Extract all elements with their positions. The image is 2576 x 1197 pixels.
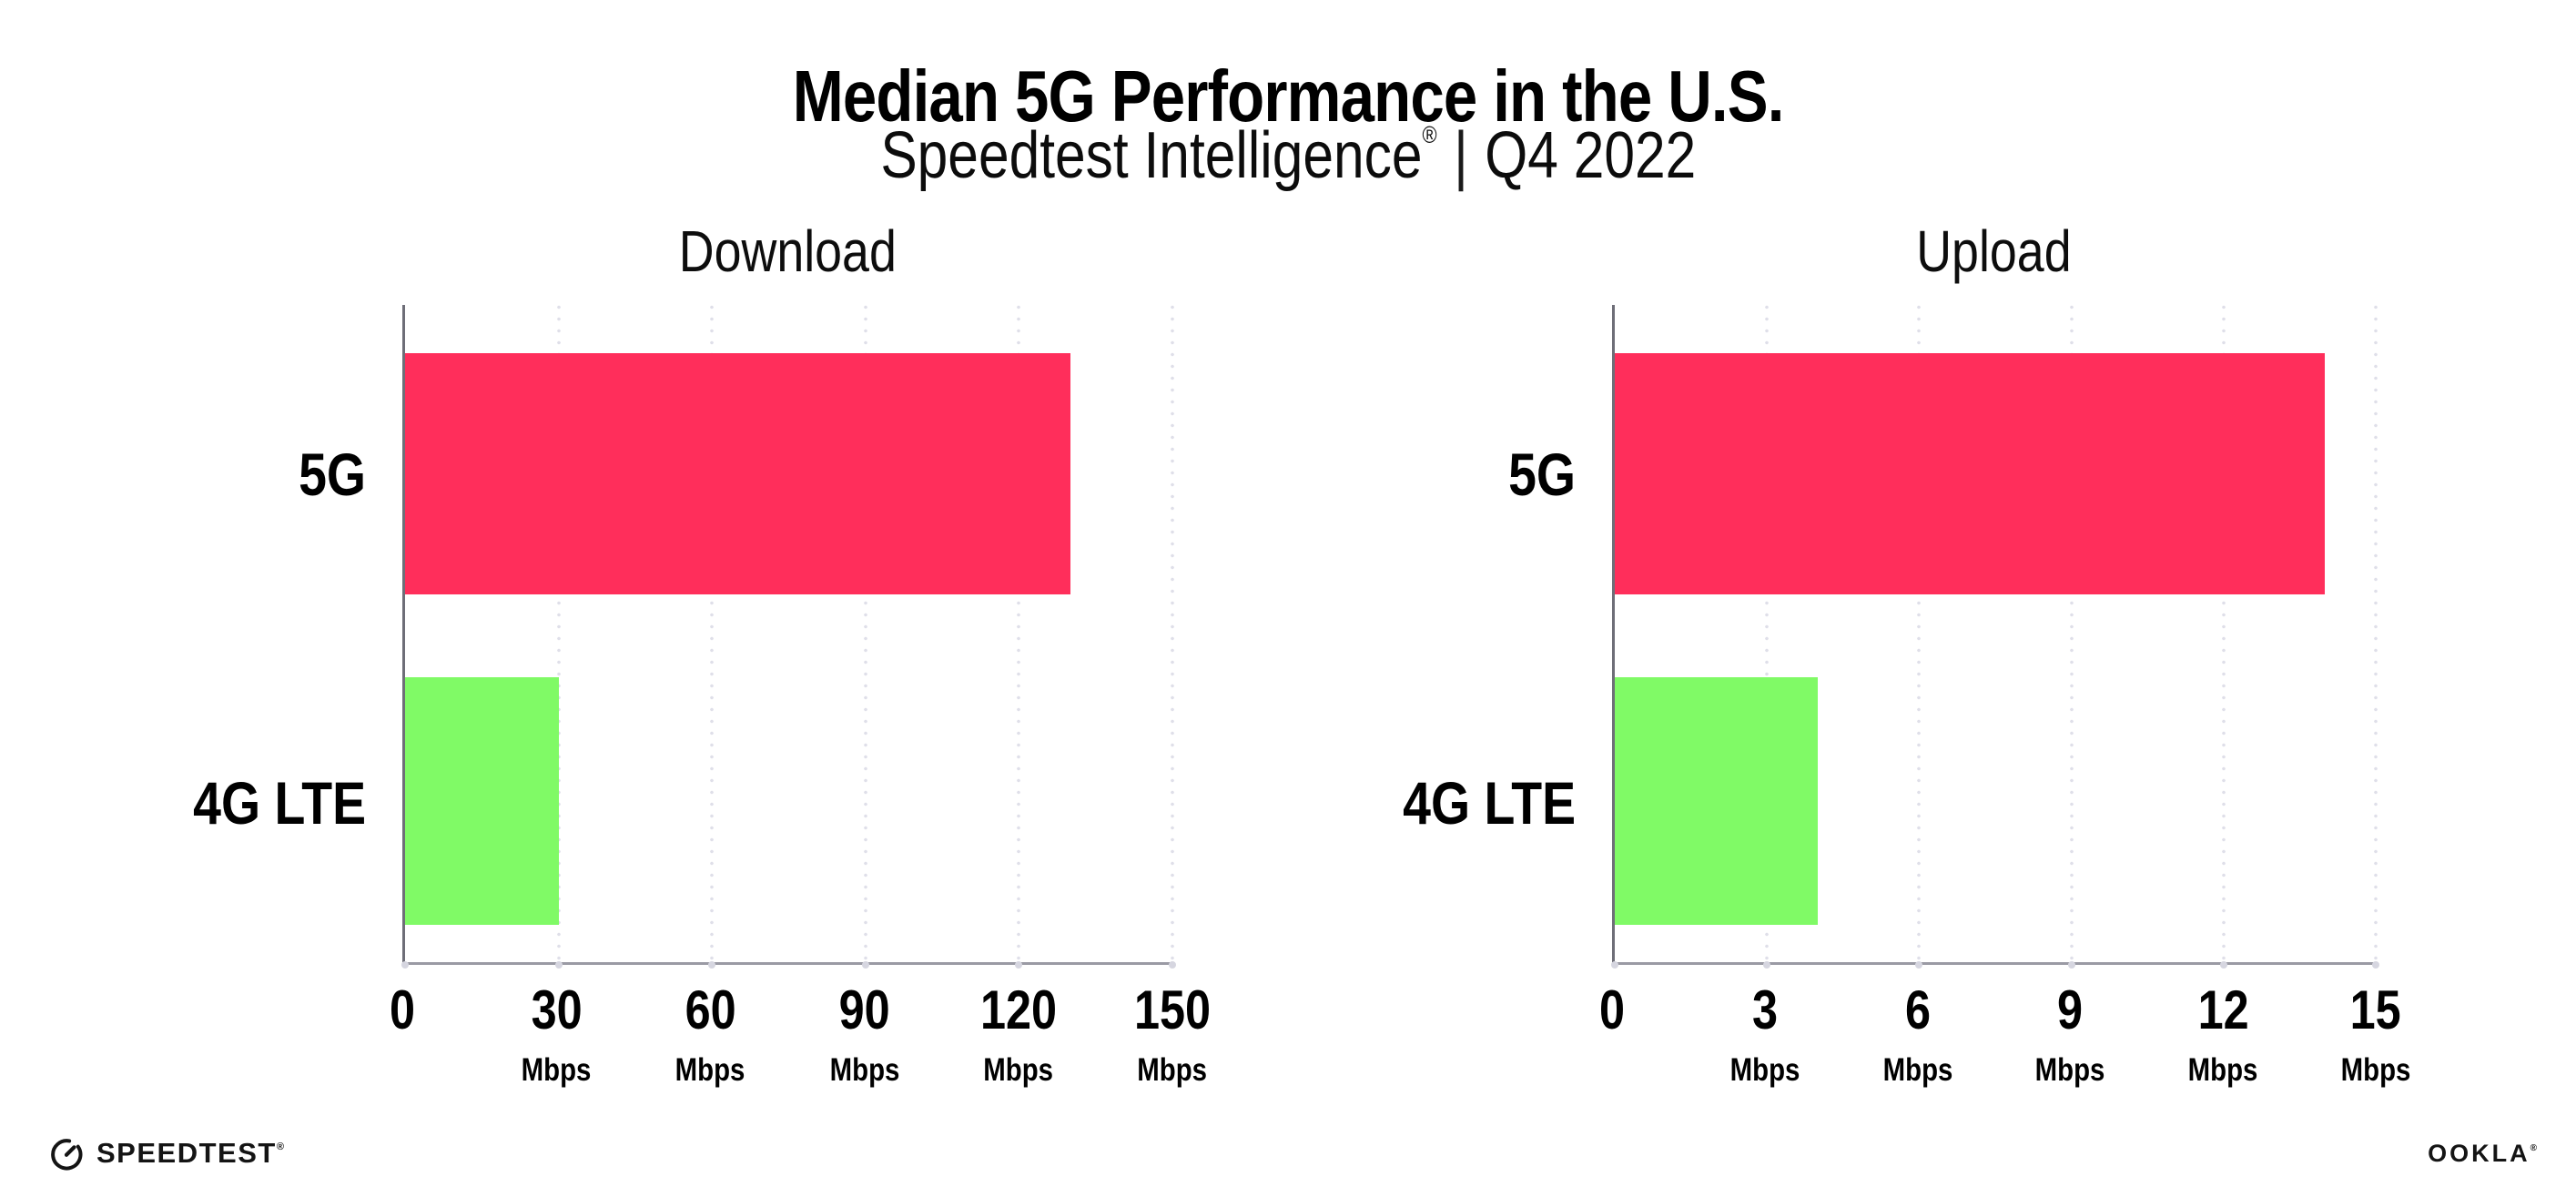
axis-tick-dot bbox=[1169, 961, 1176, 969]
ookla-wordmark: OOKLA® bbox=[2428, 1140, 2540, 1167]
registered-mark: ® bbox=[1422, 121, 1437, 148]
gridline bbox=[1765, 305, 1770, 962]
bar-4g-lte-download bbox=[405, 677, 559, 925]
axis-tick-dot bbox=[1611, 961, 1618, 969]
x-tick-value: 9 bbox=[2057, 979, 2084, 1040]
axis-tick-dot bbox=[708, 961, 716, 969]
category-label-4g-lte: 4G LTE bbox=[1403, 769, 1576, 837]
subtitle-brand: Speedtest Intelligence bbox=[880, 119, 1423, 192]
x-tick-value: 150 bbox=[1133, 979, 1212, 1040]
x-tick-value: 0 bbox=[389, 979, 416, 1040]
x-axis-upload: 0 3 Mbps 6 Mbps 9 Mbps 12 Mbps 15 Mbps bbox=[1599, 981, 2410, 1118]
x-tick-9: 9 Mbps bbox=[2029, 981, 2112, 1089]
x-tick-unit: Mbps bbox=[675, 1052, 745, 1088]
page-title: Median 5G Performance in the U.S. bbox=[0, 55, 2576, 138]
ookla-trademark: ® bbox=[2530, 1143, 2540, 1153]
x-tick-value: 3 bbox=[1751, 979, 1778, 1040]
x-tick-15: 15 Mbps bbox=[2334, 981, 2417, 1089]
axis-tick-dot bbox=[1915, 961, 1923, 969]
x-tick-value: 30 bbox=[531, 979, 583, 1040]
x-tick-unit: Mbps bbox=[983, 1052, 1054, 1088]
subtitle-period: Q4 2022 bbox=[1484, 119, 1696, 192]
x-tick-value: 60 bbox=[685, 979, 736, 1040]
bar-4g-lte-upload bbox=[1615, 677, 1818, 925]
axis-tick-dot bbox=[1015, 961, 1023, 969]
x-tick-unit: Mbps bbox=[521, 1052, 592, 1088]
gridline bbox=[2069, 305, 2074, 962]
x-tick-value: 120 bbox=[979, 979, 1057, 1040]
x-tick-value: 90 bbox=[838, 979, 890, 1040]
x-tick-0: 0 bbox=[1597, 981, 1627, 1040]
x-tick-6: 6 Mbps bbox=[1876, 981, 1959, 1089]
x-tick-unit: Mbps bbox=[2340, 1052, 2411, 1088]
gridline bbox=[1917, 305, 1922, 962]
speedtest-logo: SPEEDTEST® bbox=[47, 1134, 285, 1172]
gridline bbox=[2374, 305, 2378, 962]
category-label-4g-lte: 4G LTE bbox=[193, 769, 366, 837]
axis-tick-dot bbox=[2067, 961, 2075, 969]
axis-tick-dot bbox=[861, 961, 869, 969]
x-tick-value: 12 bbox=[2197, 979, 2249, 1040]
x-tick-value: 0 bbox=[1598, 979, 1626, 1040]
x-tick-value: 15 bbox=[2349, 979, 2402, 1040]
gridline bbox=[710, 305, 715, 962]
bar-5g-upload bbox=[1615, 352, 2326, 594]
x-tick-150: 150 Mbps bbox=[1127, 981, 1218, 1089]
gridline bbox=[2221, 305, 2226, 962]
plot-area-upload bbox=[1611, 305, 2379, 969]
bar-5g-download bbox=[405, 352, 1070, 594]
speedtest-wordmark: SPEEDTEST® bbox=[96, 1137, 286, 1169]
x-tick-unit: Mbps bbox=[2035, 1052, 2105, 1088]
axis-tick-dot bbox=[2219, 961, 2227, 969]
axis-tick-dot bbox=[554, 961, 563, 969]
gridline bbox=[1017, 305, 1021, 962]
x-tick-unit: Mbps bbox=[2187, 1052, 2258, 1088]
gridline bbox=[1171, 305, 1174, 962]
speedtest-trademark: ® bbox=[276, 1141, 286, 1152]
subtitle-separator: | bbox=[1453, 119, 1468, 192]
page-title-text: Median 5G Performance in the U.S. bbox=[792, 55, 1785, 137]
x-tick-12: 12 Mbps bbox=[2181, 981, 2264, 1089]
gridline bbox=[863, 305, 867, 962]
x-tick-0: 0 bbox=[387, 981, 417, 1040]
category-label-5g: 5G bbox=[299, 440, 366, 508]
x-tick-3: 3 Mbps bbox=[1723, 981, 1806, 1089]
x-tick-unit: Mbps bbox=[1729, 1052, 1800, 1088]
x-tick-90: 90 Mbps bbox=[823, 981, 906, 1089]
category-label-5g: 5G bbox=[1508, 440, 1576, 508]
axis-tick-dot bbox=[2372, 961, 2379, 969]
x-tick-120: 120 Mbps bbox=[973, 981, 1064, 1089]
chart-title-download: Download bbox=[678, 218, 897, 284]
x-tick-unit: Mbps bbox=[829, 1052, 899, 1088]
x-tick-unit: Mbps bbox=[1882, 1052, 1952, 1088]
plot-area-download bbox=[401, 305, 1176, 969]
x-tick-unit: Mbps bbox=[1137, 1052, 1208, 1088]
page-subtitle: Speedtest Intelligence® | Q4 2022 bbox=[0, 89, 2576, 201]
axis-tick-dot bbox=[1763, 961, 1771, 969]
gauge-icon bbox=[51, 1139, 83, 1171]
chart-title-upload: Upload bbox=[1916, 218, 2072, 284]
x-tick-30: 30 Mbps bbox=[514, 981, 597, 1089]
x-axis-download: 0 30 Mbps 60 Mbps 90 Mbps 120 Mbps 150 Mbps bbox=[390, 981, 1211, 1118]
x-tick-60: 60 Mbps bbox=[669, 981, 752, 1089]
x-tick-value: 6 bbox=[1904, 979, 1931, 1040]
gridline bbox=[556, 305, 561, 962]
axis-tick-dot bbox=[401, 961, 409, 969]
